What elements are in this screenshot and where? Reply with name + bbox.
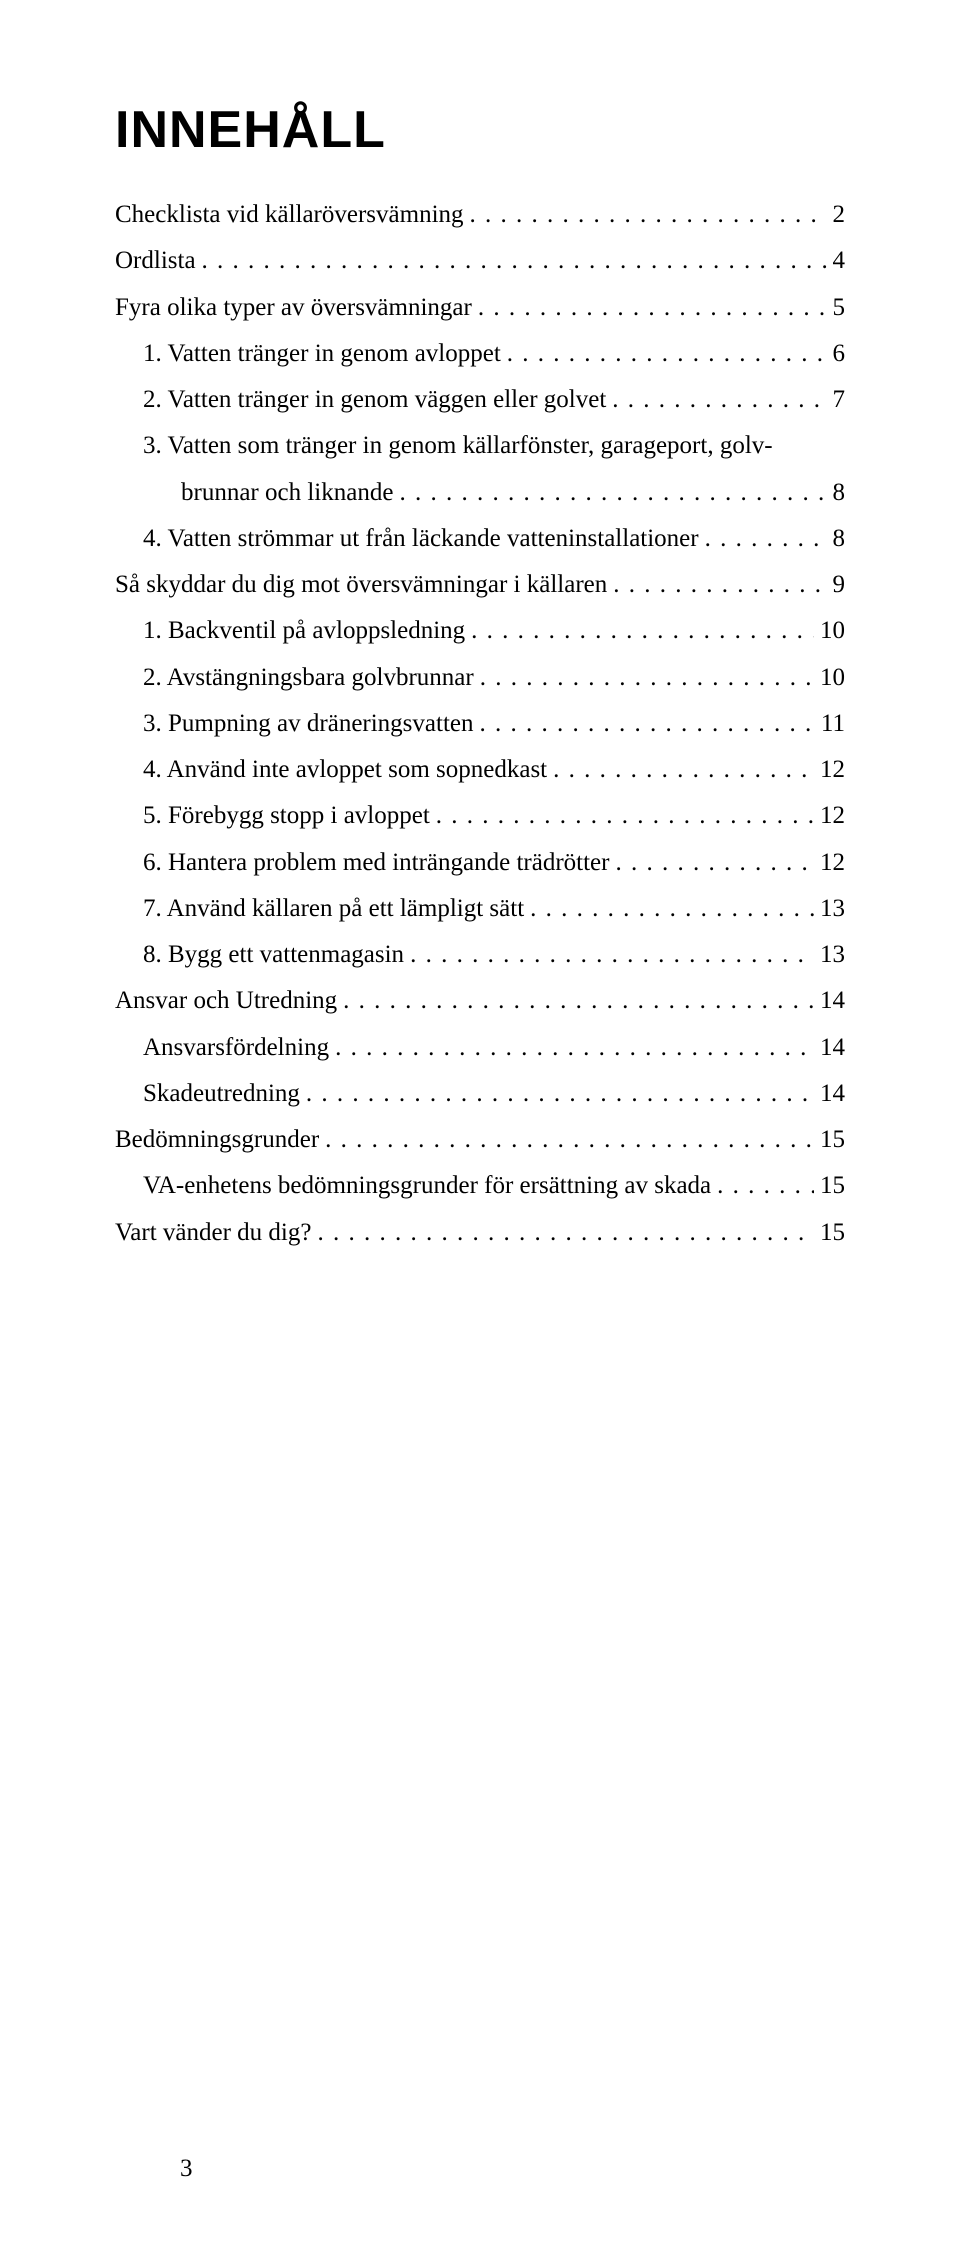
toc-entry-text: Bedömningsgrunder — [115, 1117, 319, 1163]
toc-entry: VA-enhetens bedömningsgrunder för ersätt… — [115, 1163, 845, 1209]
toc-entry-text: 6. Hantera problem med inträngande trädr… — [143, 840, 609, 886]
toc-entry-text: 3. Vatten som tränger in genom källarfön… — [143, 423, 773, 469]
toc-entry: Så skyddar du dig mot översvämningar i k… — [115, 562, 845, 608]
toc-entry-page: 4 — [833, 238, 846, 284]
toc-entry: 4. Använd inte avloppet som sopnedkast 12 — [115, 747, 845, 793]
toc-entry: 2. Vatten tränger in genom väggen eller … — [115, 377, 845, 423]
toc-entry: 3. Pumpning av dräneringsvatten 11 — [115, 701, 845, 747]
toc-leader-dots — [335, 1025, 814, 1071]
toc-leader-dots — [480, 655, 814, 701]
toc-leader-dots — [436, 793, 814, 839]
page-title: INNEHÅLL — [115, 100, 845, 160]
toc-leader-dots — [613, 562, 826, 608]
toc-entry-page: 12 — [820, 840, 845, 886]
toc-entry-text: 8. Bygg ett vattenmagasin — [143, 932, 404, 978]
toc-entry-page: 13 — [820, 932, 845, 978]
toc-entry-text: 7. Använd källaren på ett lämpligt sätt — [143, 886, 524, 932]
toc-entry: Vart vänder du dig? 15 — [115, 1210, 845, 1256]
toc-entry-text: 1. Backventil på avloppsledning — [143, 608, 465, 654]
toc-leader-dots — [399, 470, 826, 516]
toc-entry-page: 15 — [820, 1210, 845, 1256]
toc-entry-page: 14 — [820, 1025, 845, 1071]
toc-entry-text: Ordlista — [115, 238, 196, 284]
toc-entry-text: Ansvarsfördelning — [143, 1025, 329, 1071]
toc-entry-page: 11 — [821, 701, 845, 747]
toc-entry: 1. Vatten tränger in genom avloppet 6 — [115, 331, 845, 377]
toc-entry: 2. Avstängningsbara golvbrunnar 10 — [115, 655, 845, 701]
toc-leader-dots — [325, 1117, 814, 1163]
toc-entry-text: Ansvar och Utredning — [115, 978, 337, 1024]
toc-entry-page: 6 — [833, 331, 846, 377]
toc-leader-dots — [343, 978, 814, 1024]
toc-entry-continuation: brunnar och liknande 8 — [115, 470, 845, 516]
toc-leader-dots — [705, 516, 827, 562]
toc-leader-dots — [717, 1163, 814, 1209]
toc-leader-dots — [507, 331, 827, 377]
toc-leader-dots — [410, 932, 814, 978]
toc-leader-dots — [202, 238, 827, 284]
toc-entry-page: 9 — [833, 562, 846, 608]
toc-entry-text: Vart vänder du dig? — [115, 1210, 311, 1256]
toc-entry-page: 12 — [820, 793, 845, 839]
toc-leader-dots — [317, 1210, 814, 1256]
toc-entry-text: 2. Vatten tränger in genom väggen eller … — [143, 377, 606, 423]
toc-entry: 7. Använd källaren på ett lämpligt sätt 1… — [115, 886, 845, 932]
toc-entry-text: Så skyddar du dig mot översvämningar i k… — [115, 562, 607, 608]
toc-entry-page: 8 — [833, 516, 846, 562]
toc-entry: 3. Vatten som tränger in genom källarfön… — [115, 423, 845, 469]
toc-leader-dots — [470, 192, 827, 238]
toc-leader-dots — [306, 1071, 814, 1117]
toc-entry-page: 14 — [820, 978, 845, 1024]
toc-entry: Ordlista 4 — [115, 238, 845, 284]
toc-leader-dots — [471, 608, 814, 654]
toc-entry: 5. Förebygg stopp i avloppet 12 — [115, 793, 845, 839]
toc-leader-dots — [530, 886, 814, 932]
toc-entry-page: 10 — [820, 608, 845, 654]
toc-entry-page: 7 — [833, 377, 846, 423]
toc-entry-text: 1. Vatten tränger in genom avloppet — [143, 331, 501, 377]
toc-leader-dots — [553, 747, 814, 793]
toc-entry-text: VA-enhetens bedömningsgrunder för ersätt… — [143, 1163, 711, 1209]
toc-entry-page: 2 — [833, 192, 846, 238]
toc-entry: Bedömningsgrunder 15 — [115, 1117, 845, 1163]
toc-entry-text: 3. Pumpning av dräneringsvatten — [143, 701, 474, 747]
toc-entry-text: Skadeutredning — [143, 1071, 300, 1117]
toc-entry: Ansvarsfördelning 14 — [115, 1025, 845, 1071]
toc-entry-page: 8 — [833, 470, 846, 516]
toc-entry-page: 13 — [820, 886, 845, 932]
toc-entry-text: 4. Vatten strömmar ut från läckande vatt… — [143, 516, 699, 562]
toc-entry: Fyra olika typer av översvämningar 5 — [115, 285, 845, 331]
toc-entry-text: Fyra olika typer av översvämningar — [115, 285, 472, 331]
toc-entry-text: 5. Förebygg stopp i avloppet — [143, 793, 430, 839]
toc-entry-text: brunnar och liknande — [181, 470, 393, 516]
toc-entry: 4. Vatten strömmar ut från läckande vatt… — [115, 516, 845, 562]
toc-entry-text: 2. Avstängningsbara golvbrunnar — [143, 655, 474, 701]
toc-leader-dots — [615, 840, 814, 886]
toc-leader-dots — [612, 377, 826, 423]
toc-entry-page: 12 — [820, 747, 845, 793]
toc-entry: 1. Backventil på avloppsledning 10 — [115, 608, 845, 654]
toc-entry-page: 15 — [820, 1163, 845, 1209]
toc-entry-text: 4. Använd inte avloppet som sopnedkast — [143, 747, 547, 793]
toc-entry-page: 15 — [820, 1117, 845, 1163]
page-number: 3 — [180, 2155, 193, 2183]
toc-leader-dots — [478, 285, 827, 331]
toc-entry: Checklista vid källaröversvämning 2 — [115, 192, 845, 238]
toc-entry: 8. Bygg ett vattenmagasin 13 — [115, 932, 845, 978]
toc-entry-page: 14 — [820, 1071, 845, 1117]
toc-leader-dots — [480, 701, 815, 747]
table-of-contents: Checklista vid källaröversvämning2Ordlis… — [115, 192, 845, 1256]
toc-entry-text: Checklista vid källaröversvämning — [115, 192, 464, 238]
toc-entry: 6. Hantera problem med inträngande trädr… — [115, 840, 845, 886]
toc-entry-page: 10 — [820, 655, 845, 701]
toc-entry: Ansvar och Utredning 14 — [115, 978, 845, 1024]
toc-entry-page: 5 — [833, 285, 846, 331]
toc-entry: Skadeutredning 14 — [115, 1071, 845, 1117]
